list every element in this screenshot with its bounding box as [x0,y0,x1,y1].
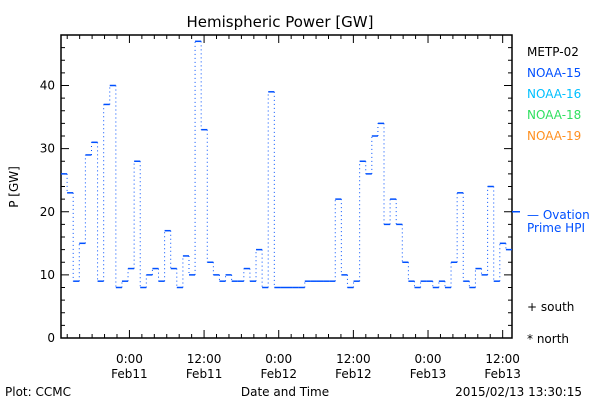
y-tick-label: 40 [40,79,55,93]
x-tick-label: 0:00 [265,352,292,366]
plot-frame [60,34,513,339]
y-tick-label: 10 [40,268,55,282]
footer-timestamp: 2015/02/13 13:30:15 [455,385,582,399]
x-tick-label: 12:00 [336,352,371,366]
north-marker-legend: * north [527,332,569,346]
x-tick-date-label: Feb11 [111,367,148,381]
south-marker-legend: + south [527,300,574,314]
x-tick-label: 12:00 [485,352,520,366]
x-tick-label: 0:00 [116,352,143,366]
chart-title: Hemispheric Power [GW] [187,13,374,31]
y-axis-label: P [GW] [7,166,21,208]
x-tick-label: 0:00 [415,352,442,366]
y-tick-label: 0 [47,331,55,345]
legend-item: NOAA-18 [527,108,581,122]
ovation-label-1: — Ovation [527,208,590,222]
x-tick-date-label: Feb13 [484,367,521,381]
footer-x-label: Date and Time [241,385,329,399]
x-tick-date-label: Feb13 [410,367,447,381]
legend-item: NOAA-16 [527,87,581,101]
legend-item: NOAA-15 [527,66,581,80]
y-tick-label: 30 [40,142,55,156]
x-tick-date-label: Feb11 [186,367,223,381]
y-tick-label: 20 [40,205,55,219]
x-tick-label: 12:00 [187,352,222,366]
x-tick-date-label: Feb12 [260,367,297,381]
legend-item: NOAA-19 [527,129,581,143]
x-tick-date-label: Feb12 [335,367,372,381]
ovation-label-2: Prime HPI [527,221,585,235]
legend-item: METP-02 [527,45,579,59]
footer-plot-credit: Plot: CCMC [5,385,71,399]
